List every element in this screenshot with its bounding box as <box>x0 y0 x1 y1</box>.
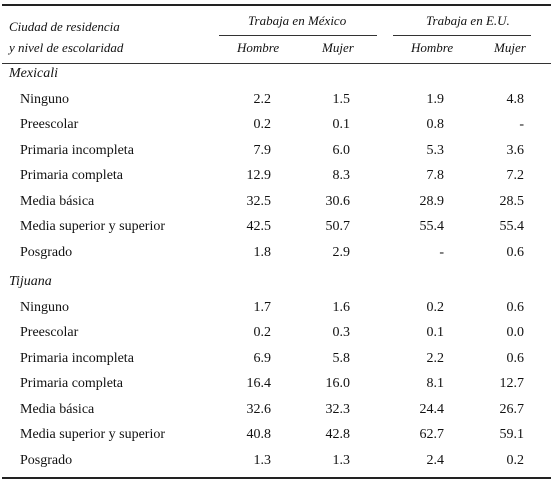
group-header-us: Trabaja en E.U. <box>426 13 510 28</box>
table-cell: 0.0 <box>506 325 525 340</box>
table-cell: 26.7 <box>499 401 525 417</box>
table-cell: 24.4 <box>419 401 445 417</box>
table-cell: 32.6 <box>246 401 272 417</box>
group-rule-us <box>393 35 531 36</box>
table-cell: 4.8 <box>506 91 525 107</box>
row-label: Posgrado <box>20 244 73 260</box>
table-cell: 0.6 <box>506 244 525 260</box>
table-cell: 1.9 <box>426 91 445 107</box>
row-label: Ninguno <box>20 91 69 107</box>
table-cell: 0.6 <box>506 299 525 315</box>
row-label: Media básica <box>20 193 95 209</box>
table-cell: 30.6 <box>325 193 351 209</box>
stub-header-line1: Ciudad de residencia <box>9 19 120 34</box>
section-title: Tijuana <box>9 274 52 289</box>
table-cell: 6.9 <box>253 350 272 366</box>
col-header-hombre-us: Hombre <box>411 40 454 55</box>
col-header-mujer-us: Mujer <box>494 40 526 55</box>
table-cell: - <box>519 117 524 132</box>
table-cell: 0.8 <box>426 117 445 132</box>
col-header-hombre-mx: Hombre <box>237 40 280 55</box>
table-cell: 62.7 <box>419 427 445 442</box>
table-cell: 0.1 <box>332 117 351 132</box>
row-label: Media superior y superior <box>20 427 166 442</box>
table-cell: 32.5 <box>246 193 272 209</box>
header-bottom-rule <box>2 63 551 64</box>
table-cell: 28.5 <box>499 193 525 209</box>
table-cell: 6.0 <box>332 142 351 158</box>
table-cell: 2.9 <box>332 244 351 260</box>
table-top-rule <box>2 4 551 6</box>
table-bottom-rule <box>2 477 551 479</box>
table-cell: 0.2 <box>426 299 445 315</box>
row-label: Posgrado <box>20 452 73 468</box>
section-title: Mexicali <box>9 66 58 81</box>
col-header-mujer-mx: Mujer <box>322 40 354 55</box>
row-label: Primaria incompleta <box>20 350 134 366</box>
row-label: Primaria completa <box>20 168 124 183</box>
group-rule-mexico <box>219 35 377 36</box>
table-cell: 8.1 <box>426 376 445 391</box>
table-cell: 55.4 <box>499 219 525 234</box>
table-cell: 1.7 <box>253 299 272 315</box>
table-cell: 1.3 <box>332 452 351 468</box>
row-label: Ninguno <box>20 299 69 315</box>
table-cell: 1.5 <box>332 91 351 107</box>
table-cell: 0.2 <box>506 452 525 468</box>
table-cell: 40.8 <box>246 427 272 442</box>
table-cell: 7.8 <box>426 168 445 183</box>
table-cell: 12.9 <box>246 168 272 183</box>
table-cell: 1.6 <box>332 299 351 315</box>
table-cell: 59.1 <box>499 427 525 442</box>
table-cell: 0.1 <box>426 325 445 340</box>
table-cell: 8.3 <box>332 168 351 183</box>
table-cell: 2.2 <box>253 91 272 107</box>
table-cell: 0.2 <box>253 325 272 340</box>
table-cell: 2.4 <box>426 452 445 468</box>
table-cell: 32.3 <box>325 401 351 417</box>
row-label: Primaria completa <box>20 376 124 391</box>
row-label: Primaria incompleta <box>20 142 134 158</box>
stub-header-line2: y nivel de escolaridad <box>9 40 124 55</box>
table-cell: 7.2 <box>506 168 525 183</box>
table-cell: 0.6 <box>506 350 525 366</box>
row-label: Preescolar <box>20 325 79 340</box>
row-label: Media básica <box>20 401 95 417</box>
group-header-mexico: Trabaja en México <box>248 13 347 28</box>
table-cell: 12.7 <box>499 376 525 391</box>
table-cell: 16.4 <box>246 376 272 391</box>
row-label: Preescolar <box>20 117 79 132</box>
table-cell: 7.9 <box>253 142 272 158</box>
table-cell: 1.3 <box>253 452 272 468</box>
table-cell: 50.7 <box>325 219 351 234</box>
table-cell: 0.3 <box>332 325 351 340</box>
table-cell: 5.3 <box>426 142 445 158</box>
table-cell: 5.8 <box>332 350 351 366</box>
table-cell: 55.4 <box>419 219 445 234</box>
table-cell: 16.0 <box>325 376 351 391</box>
table-cell: 2.2 <box>426 350 445 366</box>
table-cell: 42.8 <box>325 427 351 442</box>
table-cell: - <box>439 244 444 260</box>
row-label: Media superior y superior <box>20 219 166 234</box>
table-cell: 1.8 <box>253 244 272 260</box>
table-cell: 0.2 <box>253 117 272 132</box>
table-cell: 42.5 <box>246 219 272 234</box>
table-cell: 3.6 <box>506 142 525 158</box>
table-cell: 28.9 <box>419 193 445 209</box>
